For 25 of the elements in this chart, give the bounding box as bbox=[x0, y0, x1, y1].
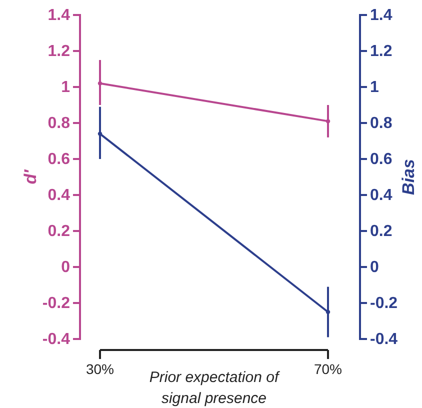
y-tick-label: 0.6 bbox=[48, 151, 70, 168]
y-tick-label: -0.4 bbox=[42, 331, 70, 348]
y-tick-label: 0.4 bbox=[48, 187, 70, 204]
y2-tick-label: -0.4 bbox=[370, 331, 398, 348]
y2-tick-label: -0.2 bbox=[370, 295, 398, 312]
y-axis-title: d′ bbox=[21, 168, 40, 184]
y-tick-label: 1.4 bbox=[48, 7, 70, 24]
y-tick-label: 0.8 bbox=[48, 115, 70, 132]
y-tick-label: -0.2 bbox=[42, 295, 70, 312]
y2-tick-label: 0.6 bbox=[370, 151, 392, 168]
x-tick-label: 30% bbox=[86, 360, 114, 377]
y2-tick-label: 1.4 bbox=[370, 7, 392, 24]
y-tick-label: 0.2 bbox=[48, 223, 70, 240]
y2-axis-title: Bias bbox=[399, 159, 418, 195]
x-axis-title: Prior expectation of signal presence bbox=[149, 369, 280, 407]
x-tick-label: 70% bbox=[314, 360, 342, 377]
y-tick-label: 0 bbox=[61, 259, 70, 276]
y2-tick-label: 0.8 bbox=[370, 115, 392, 132]
y-tick-label: 1.2 bbox=[48, 43, 70, 60]
y-tick-label: 1 bbox=[61, 79, 70, 96]
y2-tick-label: 1 bbox=[370, 79, 379, 96]
y2-tick-label: 0.2 bbox=[370, 223, 392, 240]
y2-tick-label: 0 bbox=[370, 259, 379, 276]
y2-tick-label: 1.2 bbox=[370, 43, 392, 60]
y2-tick-label: 0.4 bbox=[370, 187, 392, 204]
